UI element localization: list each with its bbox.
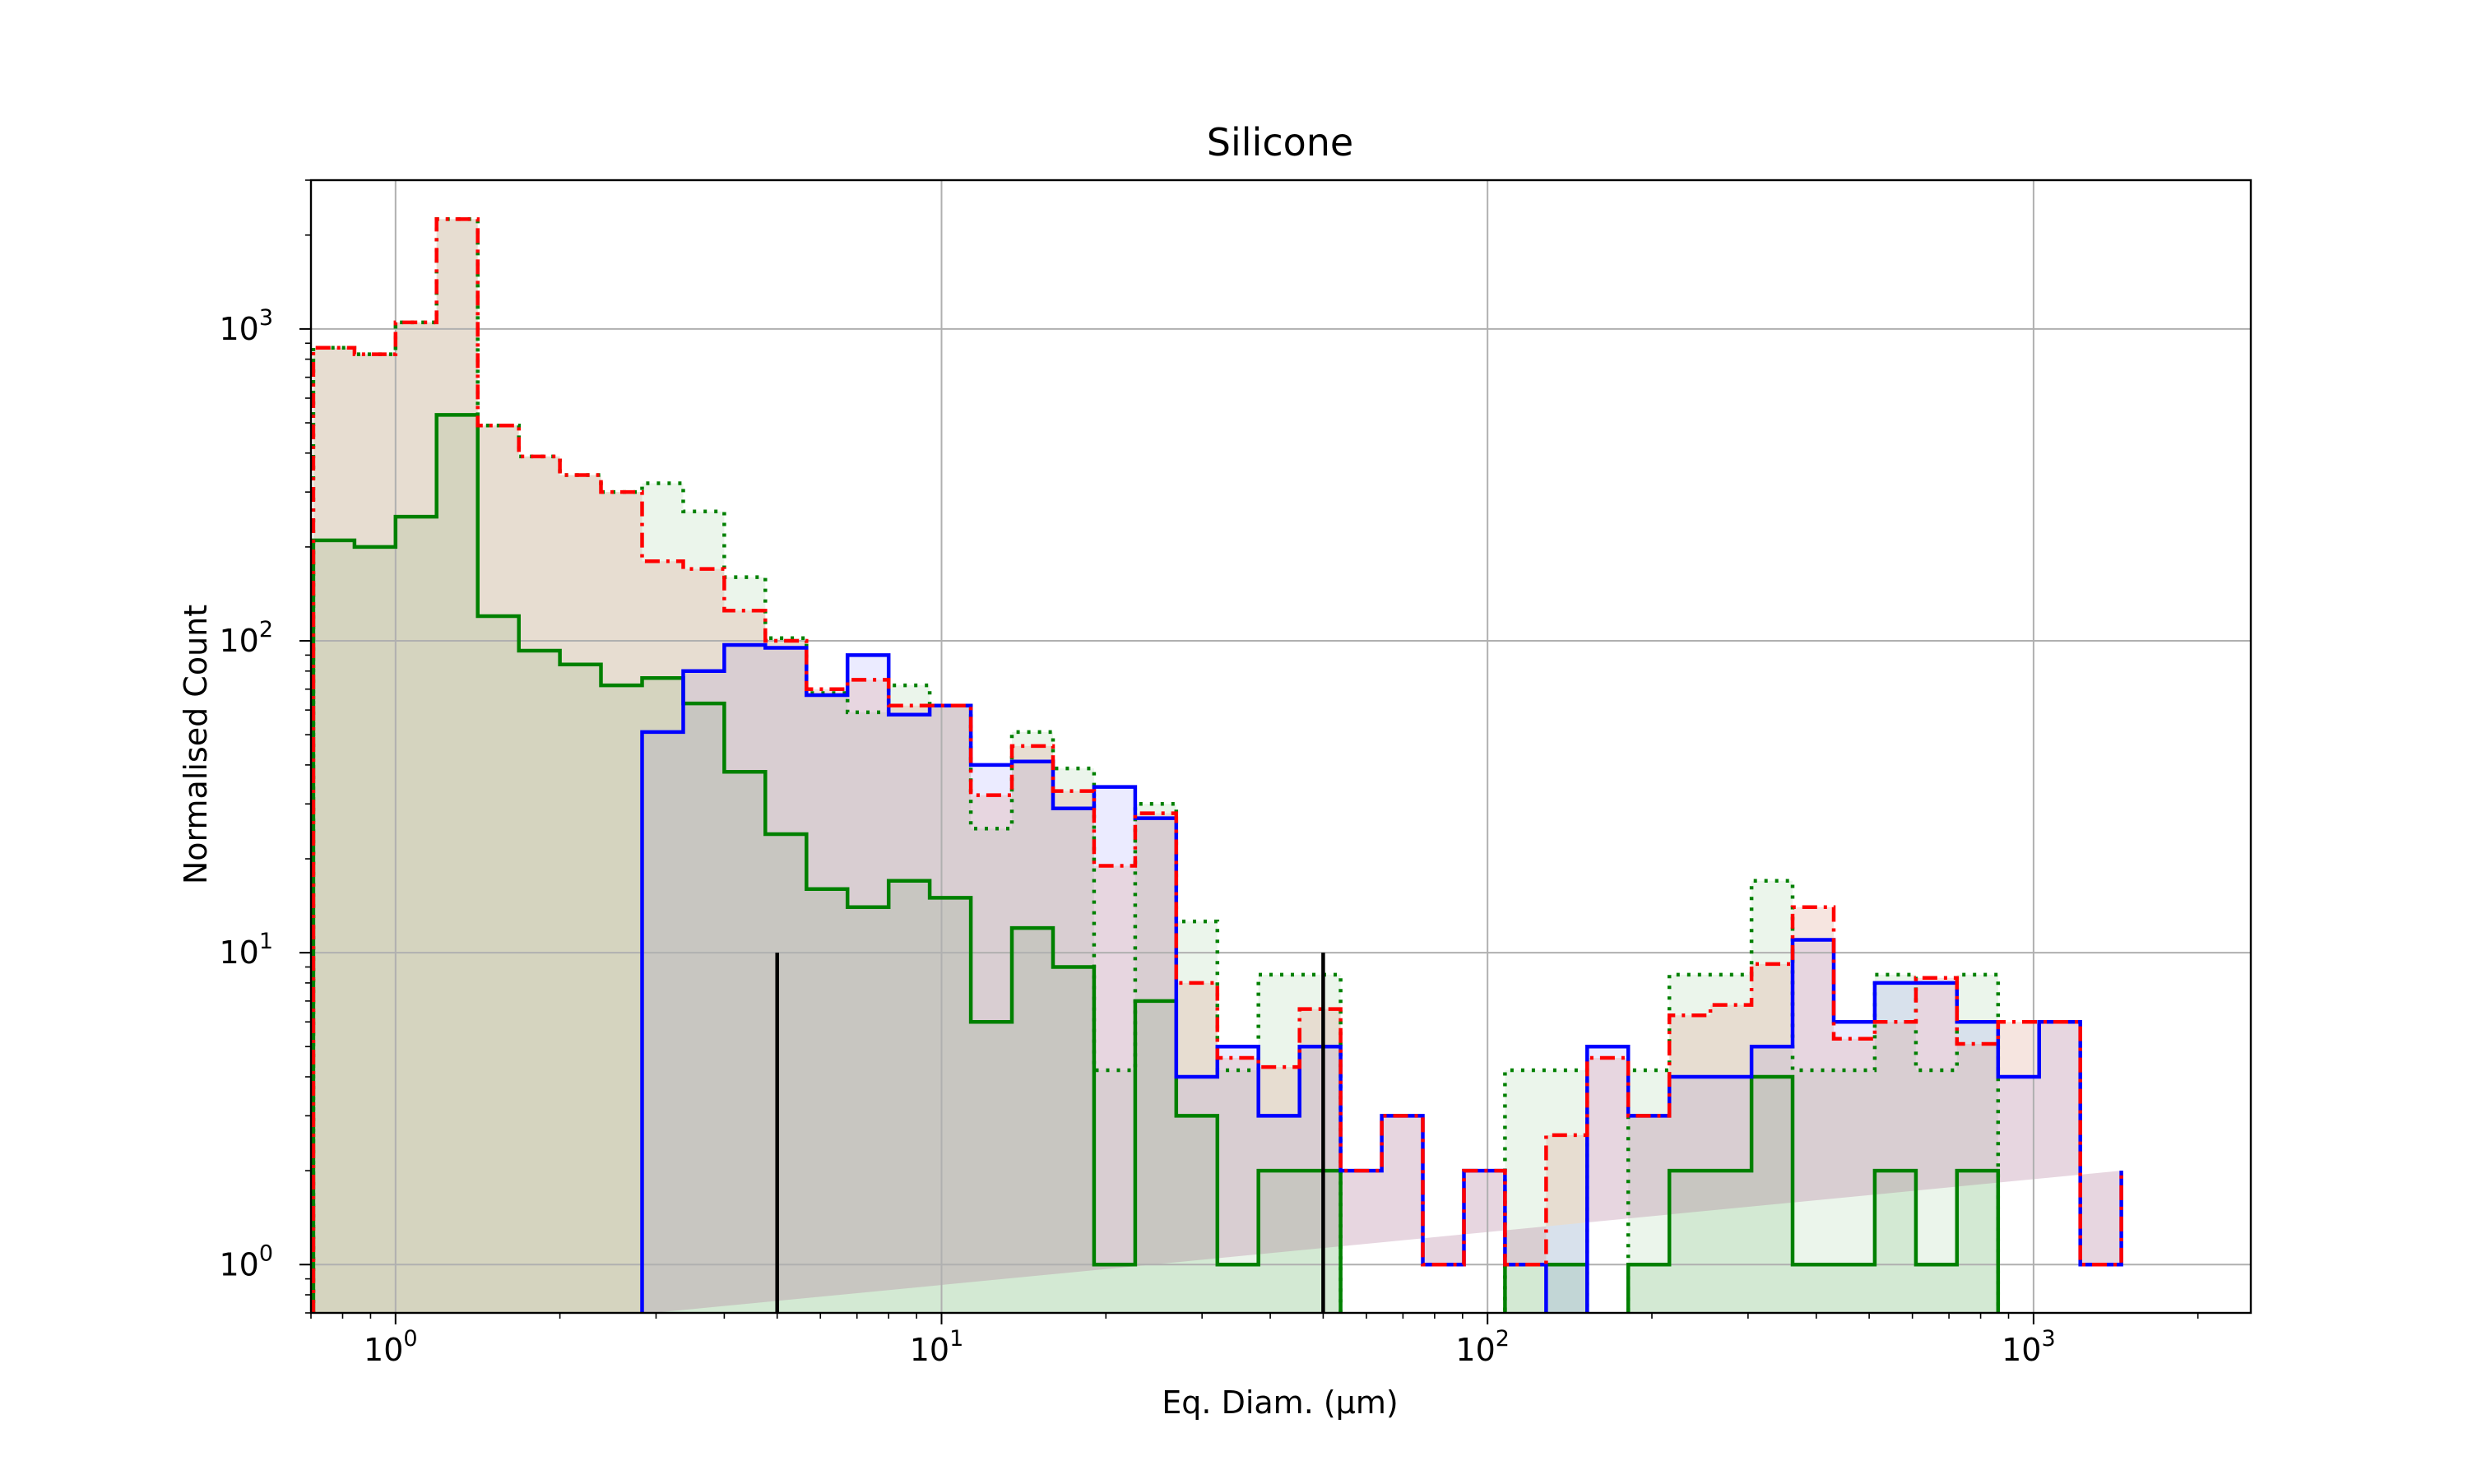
y-tick-exponent-1: 1 (259, 929, 273, 954)
y-tick-exponent-2: 2 (259, 617, 273, 642)
red_dashdot-fill (313, 219, 2122, 1313)
x-axis-label: Eq. Diam. (µm) (1162, 1384, 1398, 1421)
x-tick-label-1: 101 (910, 1326, 964, 1368)
x-tick-label-3: 103 (2002, 1326, 2056, 1368)
y-tick-exponent-3: 3 (259, 305, 273, 331)
y-tick-label-2: 102 (219, 617, 273, 659)
green_solid-line (311, 413, 2001, 1313)
green_dotted-fill (313, 219, 1998, 1313)
x-axis-ticks: 100 101 102 103 (310, 1313, 2199, 1368)
y-tick-label-0: 100 (219, 1241, 273, 1282)
x-tick-exponent-3: 3 (2041, 1326, 2055, 1352)
axes-frame (309, 179, 2252, 1315)
y-tick-exponent-0: 0 (259, 1241, 273, 1266)
y-axis-label: Normalised Count (178, 605, 214, 884)
x-tick-exponent-0: 0 (403, 1326, 417, 1352)
vertical-markers (775, 953, 1325, 1313)
red_dashdot-line (311, 217, 2123, 1313)
x-tick-exponent-2: 2 (1496, 1326, 1510, 1352)
x-tick-exponent-1: 1 (949, 1326, 963, 1352)
series-lines (311, 217, 2123, 1313)
chart-title: Silicone (1207, 120, 1353, 165)
green_solid-fill (313, 415, 1998, 1313)
